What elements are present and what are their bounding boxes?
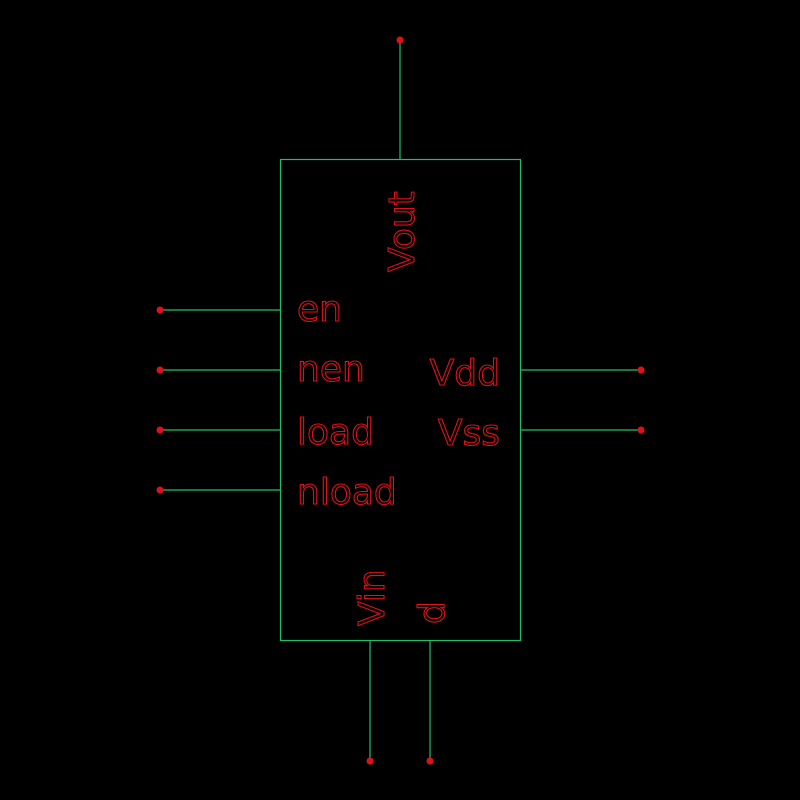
pin-terminal-vout[interactable] [396,36,404,44]
pin-terminal-nload[interactable] [156,486,164,494]
pin-label-nen: nen [297,349,365,390]
pin-label-d: d [412,601,453,624]
symbol-body[interactable] [279,158,522,642]
pin-terminal-load[interactable] [156,426,164,434]
pin-terminal-vin[interactable] [366,757,374,765]
pin-label-nload: nload [297,472,397,513]
pin-terminal-vss[interactable] [637,426,645,434]
pin-label-load: load [297,412,374,453]
pin-label-vdd: Vdd [430,353,500,394]
pin-terminal-d[interactable] [426,757,434,765]
pin-terminal-vdd[interactable] [637,366,645,374]
pin-terminal-nen[interactable] [156,366,164,374]
pin-label-vin: Vin [352,569,393,626]
pin-terminal-en[interactable] [156,306,164,314]
pin-label-vout: Vout [382,191,423,272]
pin-label-en: en [297,289,342,330]
pin-label-vss: Vss [438,413,500,454]
